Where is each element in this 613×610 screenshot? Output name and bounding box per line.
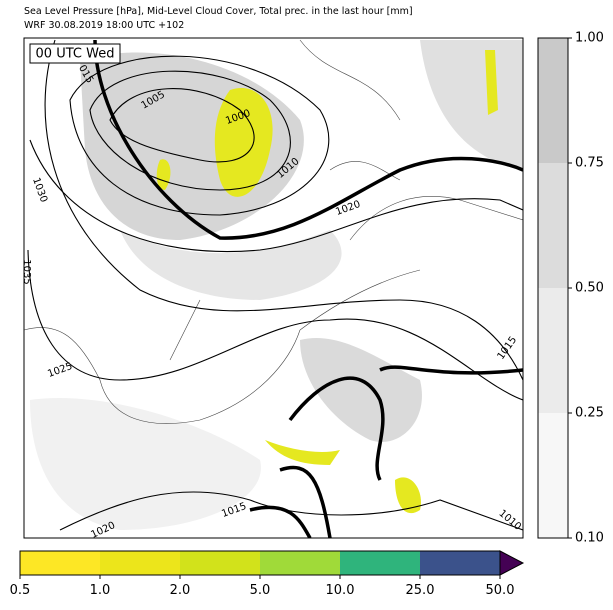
precip-area	[485, 50, 498, 115]
precip-area	[395, 477, 421, 514]
colorbar-tick-label: 5.0	[250, 583, 271, 598]
colorbar-band	[538, 163, 568, 288]
isobar	[27, 249, 523, 401]
time-label: 00 UTC Wed	[36, 47, 115, 62]
precip-area	[214, 88, 273, 197]
colorbar-tick-label: 2.0	[170, 583, 191, 598]
coastline	[24, 196, 523, 424]
colorbar-band	[20, 551, 100, 575]
colorbar-band	[420, 551, 500, 575]
subtitle: WRF 30.08.2019 18:00 UTC +102	[24, 20, 184, 31]
isobar	[29, 139, 523, 253]
isobar	[109, 88, 255, 163]
colorbar-tick-label: 0.25	[575, 406, 604, 421]
map: 00 UTC Wed 1005 1000 1010 1020 1030 1035…	[21, 37, 524, 541]
colorbar-tick-label: 25.0	[406, 583, 435, 598]
colorbar-tick-label: 0.75	[575, 156, 604, 171]
colorbar-tick-label: 1.00	[575, 31, 604, 46]
cloud-area	[300, 338, 422, 442]
cloud-area	[420, 40, 523, 170]
isobar-1015	[249, 365, 523, 538]
colorbar-tick-label: 50.0	[486, 583, 515, 598]
isobar	[59, 491, 523, 531]
cloud-area	[120, 230, 342, 300]
isobar	[89, 70, 291, 191]
colorbar-tick-label: 10.0	[326, 583, 355, 598]
isobar	[44, 39, 523, 381]
colorbar-band	[100, 551, 180, 575]
coastline	[299, 39, 401, 181]
colorbar-tick-label: 0.10	[575, 531, 604, 546]
colorbar-band	[538, 288, 568, 413]
precip-area	[265, 440, 340, 465]
isobar-1015	[93, 39, 523, 240]
time-box	[29, 43, 121, 64]
map-frame	[23, 37, 524, 539]
colorbar-band	[538, 38, 568, 163]
contour-label: 1035	[21, 259, 32, 284]
colorbar-tick-label: 0.5	[10, 583, 31, 598]
colorbar-band	[340, 551, 420, 575]
cloud-area	[30, 398, 261, 530]
colorbar-band	[180, 551, 260, 575]
isobar	[69, 55, 330, 216]
colorbar-tick-label: 1.0	[90, 583, 111, 598]
title: Sea Level Pressure [hPa], Mid-Level Clou…	[24, 6, 413, 17]
colorbar-band	[260, 551, 340, 575]
colorbar-extend	[499, 550, 525, 576]
colorbar-tick-label: 0.50	[575, 281, 604, 296]
map-layers	[24, 39, 523, 538]
colorbar-band	[538, 413, 568, 538]
